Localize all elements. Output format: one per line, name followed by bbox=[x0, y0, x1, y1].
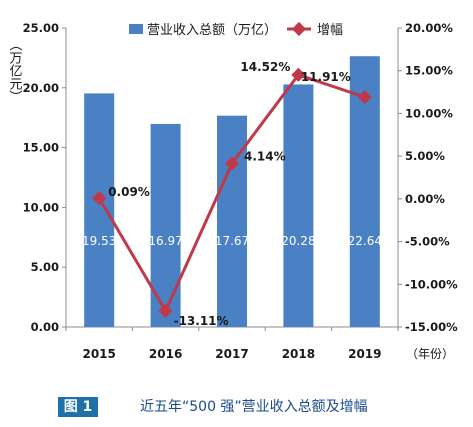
right-y-tick-label: 0.00% bbox=[405, 192, 445, 206]
bar-value-label: 19.53 bbox=[82, 234, 116, 248]
x-tick-label: 2016 bbox=[149, 347, 182, 361]
growth-rate-marker bbox=[224, 156, 240, 171]
line-value-label: 0.09% bbox=[108, 185, 150, 199]
x-tick-label: 2017 bbox=[215, 347, 248, 361]
legend-swatch-revenue bbox=[129, 24, 143, 34]
data-labels-group: 19.53 16.97 17.67 20.28 22.64 0.09% -13.11% 4.1… bbox=[82, 60, 382, 328]
bar-value-label: 20.28 bbox=[281, 234, 315, 248]
left-y-tick-label: 0.00 bbox=[31, 320, 59, 334]
bar-revenue bbox=[84, 93, 115, 327]
line-value-label: -13.11% bbox=[174, 314, 229, 328]
line-value-label: 4.14% bbox=[244, 149, 286, 163]
legend-label-growth: 增幅 bbox=[317, 23, 343, 38]
x-axis-unit-label: （年份） bbox=[406, 347, 454, 361]
x-tick-label: 2015 bbox=[82, 347, 115, 361]
right-y-tick-label: -15.00% bbox=[405, 320, 458, 334]
right-y-tick-label: 20.00% bbox=[405, 21, 453, 35]
growth-rate-marker bbox=[291, 67, 306, 82]
right-y-tick-label: 5.00% bbox=[405, 149, 445, 163]
left-y-tick-label: 15.00 bbox=[23, 141, 59, 155]
bar-revenue bbox=[283, 84, 314, 327]
right-y-tick-label: -5.00% bbox=[405, 235, 450, 249]
figure-caption-text: 近五年“500 强”营业收入总额及增幅 bbox=[140, 399, 368, 415]
figure-caption: 图 1 近五年“500 强”营业收入总额及增幅 bbox=[0, 396, 473, 427]
line-value-label: 14.52% bbox=[240, 60, 290, 74]
legend: 营业收入总额（万亿） 增幅 bbox=[129, 21, 343, 38]
x-tick-label: 2018 bbox=[282, 347, 315, 361]
line-value-label: 11.91% bbox=[301, 70, 351, 84]
figure-number-badge: 图 1 bbox=[58, 397, 98, 417]
combo-chart: 0.00 5.00 10.00 15.00 20.00 25.00 -15.00% -10.0… bbox=[7, 21, 459, 361]
left-y-tick-label: 5.00 bbox=[31, 260, 59, 274]
growth-rate-marker bbox=[357, 90, 372, 105]
right-y-tick-label: 15.00% bbox=[405, 64, 453, 78]
legend-marker-growth bbox=[291, 21, 307, 37]
left-y-axis-label: （万亿元） bbox=[7, 38, 23, 103]
growth-rate-marker bbox=[158, 303, 173, 318]
bar-value-label: 16.97 bbox=[148, 234, 182, 248]
x-tick-label: 2019 bbox=[348, 347, 381, 361]
right-y-tick-label: -10.00% bbox=[405, 277, 458, 291]
bar-value-label: 17.67 bbox=[215, 234, 249, 248]
left-y-tick-label: 20.00 bbox=[23, 81, 59, 95]
left-y-tick-label: 25.00 bbox=[23, 21, 59, 35]
bar-value-label: 22.64 bbox=[348, 234, 382, 248]
legend-label-revenue: 营业收入总额（万亿） bbox=[147, 23, 277, 38]
bar-revenue bbox=[150, 124, 181, 327]
right-y-tick-label: 10.00% bbox=[405, 106, 453, 120]
axes-group: 0.00 5.00 10.00 15.00 20.00 25.00 -15.00% -10.0… bbox=[7, 21, 459, 361]
left-y-tick-label: 10.00 bbox=[23, 200, 59, 214]
